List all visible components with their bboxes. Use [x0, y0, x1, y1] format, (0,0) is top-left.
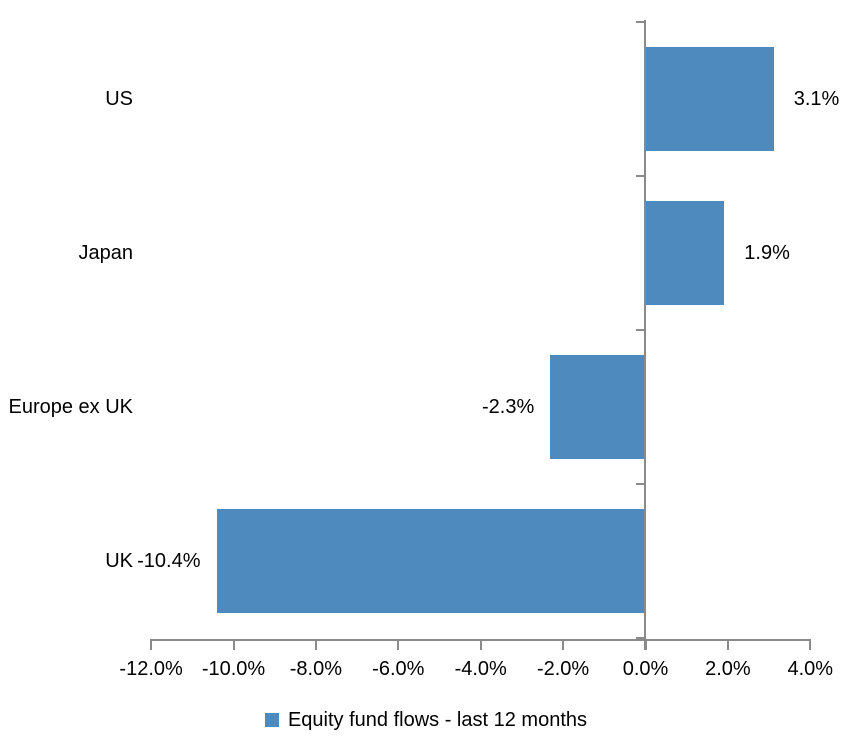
- bar-value-label-us: 3.1%: [793, 88, 840, 110]
- category-label-japan: Japan: [78, 242, 134, 264]
- x-tick-label-2: -8.0%: [289, 658, 343, 680]
- x-axis-tick: [397, 639, 400, 650]
- bar-value-label-uk: -10.4%: [137, 550, 201, 572]
- x-axis-tick: [479, 639, 482, 650]
- x-tick-label-8: 4.0%: [787, 658, 834, 680]
- legend-label: Equity fund flows - last 12 months: [287, 709, 588, 731]
- legend-swatch: [264, 713, 279, 727]
- y-axis-line: [644, 20, 646, 650]
- category-label-europe-ex-uk: Europe ex UK: [8, 396, 133, 418]
- category-label-uk: UK: [105, 550, 133, 572]
- y-axis-tick: [636, 329, 645, 331]
- x-tick-label-7: 2.0%: [705, 658, 751, 680]
- bar-japan: [646, 201, 725, 305]
- bar-europe-ex-uk: [550, 355, 645, 459]
- category-label-us: US: [105, 88, 133, 110]
- y-axis-tick: [636, 637, 645, 639]
- x-axis-tick: [726, 639, 729, 650]
- legend: Equity fund flows - last 12 months: [0, 704, 852, 736]
- bar-value-label-europe-ex-uk: -2.3%: [481, 396, 535, 418]
- x-axis-tick: [314, 639, 317, 650]
- x-axis-tick: [562, 639, 565, 650]
- x-tick-label-1: -10.0%: [201, 658, 266, 680]
- bar-value-label-japan: 1.9%: [744, 242, 790, 264]
- y-axis-tick: [636, 483, 645, 485]
- x-tick-label-4: -4.0%: [454, 658, 507, 680]
- x-tick-label-5: -2.0%: [536, 658, 590, 680]
- x-tick-label-0: -12.0%: [119, 658, 183, 680]
- x-axis-tick: [644, 639, 647, 650]
- y-axis-tick: [636, 175, 645, 177]
- x-tick-label-6: 0.0%: [622, 658, 669, 680]
- x-tick-label-3: -6.0%: [372, 658, 425, 680]
- x-axis-tick: [232, 639, 235, 650]
- x-axis-tick: [809, 639, 812, 650]
- bar-uk: [216, 509, 645, 613]
- bar-us: [646, 47, 774, 151]
- y-axis-tick: [636, 21, 645, 23]
- x-axis-tick: [150, 639, 153, 650]
